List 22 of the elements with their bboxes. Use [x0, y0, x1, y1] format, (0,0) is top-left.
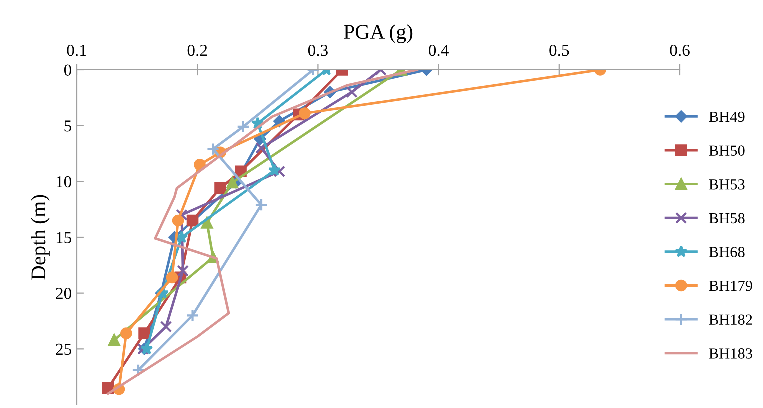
y-tick-label: 0 — [64, 64, 72, 76]
legend-label: BH53 — [709, 180, 745, 190]
x-tick-label: 0.6 — [670, 44, 690, 56]
x-tick-label: 0.2 — [188, 44, 208, 56]
legend-label: BH49 — [709, 112, 745, 122]
y-axis-title: Depth (m) — [31, 195, 50, 280]
legend-label: BH50 — [709, 146, 745, 156]
legend-label: BH183 — [709, 348, 752, 359]
x-tick-label: 0.1 — [67, 44, 86, 56]
y-tick-label: 5 — [64, 120, 72, 132]
x-tick-label: 0.3 — [308, 44, 328, 56]
legend-label: BH58 — [709, 213, 745, 224]
legend-label: BH68 — [709, 247, 745, 258]
x-tick-label: 0.5 — [550, 44, 570, 56]
y-tick-label: 10 — [56, 176, 72, 188]
y-tick-label: 20 — [56, 288, 72, 300]
x-axis-title: PGA (g) — [344, 24, 413, 44]
x-tick-label: 0.4 — [429, 44, 449, 56]
y-tick-label: 15 — [56, 232, 72, 244]
legend-label: BH179 — [709, 280, 752, 292]
legend-label: BH182 — [709, 314, 752, 326]
y-tick-label: 25 — [56, 344, 72, 356]
